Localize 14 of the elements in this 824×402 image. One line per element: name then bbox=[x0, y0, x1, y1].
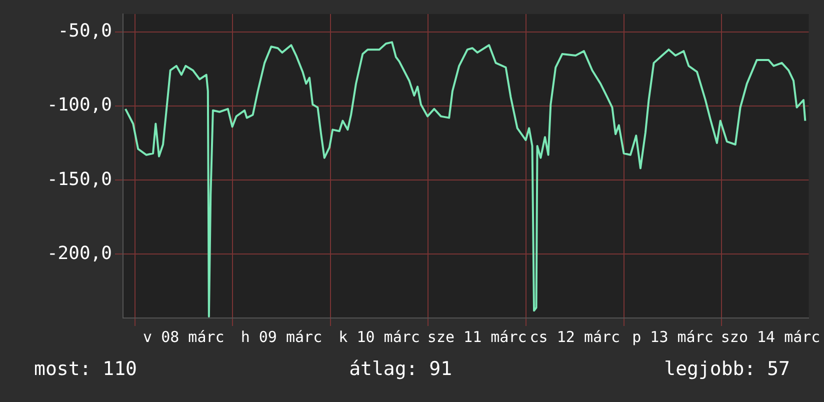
y-tick-label: -150,0 bbox=[46, 168, 112, 190]
text: legjobb: 57 bbox=[664, 358, 790, 380]
y-tick-label: -100,0 bbox=[46, 94, 112, 116]
text: most: 110 bbox=[34, 358, 137, 380]
x-tick-label: sze 11 márc bbox=[427, 328, 527, 346]
x-tick-label: k 10 márc bbox=[338, 328, 420, 346]
y-tick-label: -50,0 bbox=[58, 20, 112, 42]
x-tick-label: h 09 márc bbox=[240, 328, 322, 346]
text: átlag: 91 bbox=[349, 358, 452, 380]
x-tick-label: p 13 márc bbox=[632, 328, 714, 346]
x-tick-label: cs 12 márc bbox=[530, 328, 620, 346]
x-tick-label: v 08 márc bbox=[143, 328, 224, 346]
x-tick-label: szo 14 márc bbox=[720, 328, 820, 346]
y-tick-label: -200,0 bbox=[46, 242, 112, 264]
